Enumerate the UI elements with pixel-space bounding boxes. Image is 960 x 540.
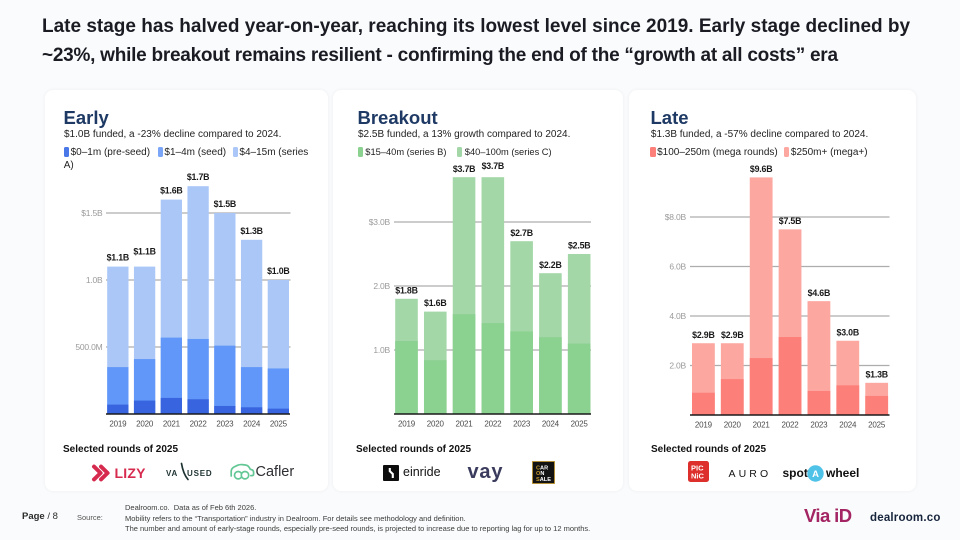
svg-text:PIC: PIC [691,464,704,473]
svg-text:NiC: NiC [691,472,705,481]
svg-text:2023: 2023 [810,421,828,430]
svg-text:$1.6B: $1.6B [160,186,182,196]
svg-text:2019: 2019 [695,421,713,430]
svg-text:2022: 2022 [782,421,800,430]
svg-text:2019: 2019 [109,420,127,429]
svg-text:$1.0B: $1.0B [267,266,289,276]
svg-text:2019: 2019 [398,420,416,429]
svg-text:$1.1B: $1.1B [133,246,155,256]
svg-text:2025: 2025 [868,421,886,430]
svg-text:$1.1B: $1.1B [107,253,129,263]
svg-text:$1.7B: $1.7B [187,172,209,182]
svg-text:ON: ON [536,471,544,477]
svg-text:2021: 2021 [163,420,181,429]
svg-text:1.0B: 1.0B [86,275,103,285]
svg-text:$3.7B: $3.7B [482,161,504,171]
svg-text:$3.0B: $3.0B [369,217,391,227]
svg-text:$2.7B: $2.7B [510,228,532,238]
svg-text:$2.2B: $2.2B [539,260,561,270]
svg-text:$8.0B: $8.0B [665,212,687,222]
svg-text:2020: 2020 [427,420,445,429]
svg-text:$1.5B: $1.5B [81,208,103,218]
svg-text:2022: 2022 [484,420,502,429]
svg-text:2022: 2022 [190,420,208,429]
svg-text:$1.3B: $1.3B [240,226,262,236]
svg-text:2020: 2020 [724,421,742,430]
svg-text:2021: 2021 [456,420,474,429]
svg-text:4.0B: 4.0B [669,311,686,321]
svg-text:$3.7B: $3.7B [453,164,475,174]
svg-text:$7.5B: $7.5B [779,216,801,226]
svg-text:1.0B: 1.0B [373,345,390,355]
svg-text:$4.6B: $4.6B [808,288,830,298]
svg-text:$3.0B: $3.0B [837,327,859,337]
svg-text:6.0B: 6.0B [669,262,686,272]
svg-text:A: A [812,469,819,480]
svg-text:$1.3B: $1.3B [865,369,887,379]
svg-text:2025: 2025 [270,420,288,429]
svg-text:2020: 2020 [136,420,154,429]
svg-text:CAR: CAR [536,466,548,472]
svg-text:2023: 2023 [216,420,234,429]
svg-text:$1.5B: $1.5B [214,199,236,209]
svg-text:2025: 2025 [571,420,589,429]
svg-text:$1.8B: $1.8B [395,285,417,295]
svg-text:2024: 2024 [839,421,857,430]
svg-text:$1.6B: $1.6B [424,298,446,308]
svg-text:2023: 2023 [513,420,531,429]
svg-text:500.0M: 500.0M [75,342,102,352]
svg-text:$2.9B: $2.9B [692,330,714,340]
svg-text:2024: 2024 [243,420,261,429]
svg-text:2.0B: 2.0B [373,281,390,291]
svg-text:2024: 2024 [542,420,560,429]
svg-text:$2.9B: $2.9B [721,330,743,340]
svg-text:SALE: SALE [536,477,551,483]
svg-text:$9.6B: $9.6B [750,164,772,174]
svg-text:2021: 2021 [753,421,771,430]
svg-text:$2.5B: $2.5B [568,241,590,251]
svg-text:2.0B: 2.0B [669,361,686,371]
